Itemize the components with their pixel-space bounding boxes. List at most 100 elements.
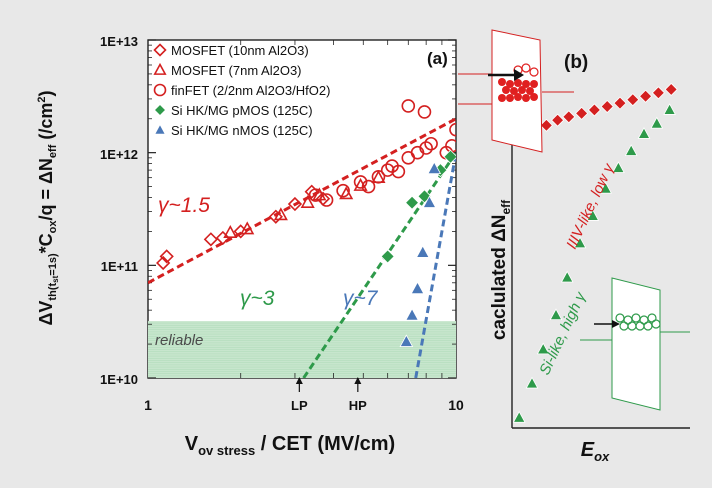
reliable-band-layer <box>148 321 456 378</box>
legend-marker-2 <box>153 83 167 97</box>
legend-marker-4 <box>154 123 166 135</box>
inset-high-gamma-arrow-head <box>612 320 620 328</box>
inset-low-trap <box>498 94 506 102</box>
data-point-s2 <box>319 193 334 207</box>
legend-marker-3 <box>153 103 167 117</box>
inset-low-gamma-arrow-head <box>514 69 524 81</box>
y-tick-label-1e13: 1E+13 <box>100 34 138 49</box>
annotation-iiiv-like: IIIV-like, low γ <box>563 160 618 252</box>
panel-b-point-s0 <box>664 82 678 96</box>
fit-line-2 <box>414 152 456 378</box>
data-point-s0 <box>215 230 230 246</box>
data-point-s1 <box>300 194 315 208</box>
data-point-s0 <box>287 196 303 212</box>
panel-b-point-s1 <box>512 410 526 423</box>
panel-b-point-s0 <box>639 89 653 103</box>
data-point-s3 <box>443 149 456 164</box>
legend-label-4: Si HK/MG nMOS (125C) <box>171 123 313 138</box>
panel-b-point-s0 <box>551 113 565 127</box>
data-point-s2 <box>417 105 432 119</box>
inset-low-trap <box>510 87 518 95</box>
panel-b-point-s1 <box>560 270 574 283</box>
data-point-s4 <box>405 307 419 321</box>
legend-label-2: finFET (2/2nm Al2O3/HfO2) <box>171 83 330 98</box>
marker-label-1: HP <box>349 398 367 413</box>
data-point-s4 <box>422 195 437 208</box>
inset-low-trap-open <box>521 63 531 73</box>
data-point-s2 <box>353 175 368 189</box>
data-point-s0 <box>268 209 283 224</box>
inset-low-gamma-traps <box>498 63 539 102</box>
legend-label-0: MOSFET (10nm Al2O3) <box>171 43 309 58</box>
panel-b-point-s1 <box>624 144 638 156</box>
inset-low-trap <box>522 80 530 88</box>
data-point-s1 <box>240 221 255 235</box>
x-tick-label-1: 1 <box>144 397 152 413</box>
inset-high-gamma-diagram <box>580 277 690 411</box>
x-axis-title: Vov stress / CET (MV/cm) <box>185 433 395 458</box>
data-point-s2 <box>401 99 416 113</box>
inset-high-trap <box>651 319 661 329</box>
reliable-band-label: reliable <box>155 332 203 349</box>
inset-high-gamma-traps <box>615 313 661 331</box>
inset-low-trap <box>502 86 510 94</box>
data-point-s2 <box>449 122 456 137</box>
data-point-s3 <box>404 195 420 210</box>
panel-b-point-s0 <box>587 103 601 117</box>
panel-b-point-s1 <box>612 161 625 173</box>
data-point-s0 <box>203 232 219 247</box>
gamma-7-annotation: γ~7 <box>343 287 379 310</box>
inset-low-trap-open <box>529 67 539 77</box>
data-point-s2 <box>308 188 323 202</box>
legend-label-1: MOSFET (7nm Al2O3) <box>171 63 302 78</box>
inset-low-trap <box>498 78 506 86</box>
panel-a-legend: MOSFET (10nm Al2O3) MOSFET (7nm Al2O3) fin… <box>153 43 330 138</box>
panel-b-point-s0 <box>562 110 576 124</box>
inset-low-trap <box>514 79 522 87</box>
panel-b-point-s1 <box>650 116 664 129</box>
panel-b-point-s1 <box>586 209 600 221</box>
data-point-s0 <box>233 224 248 239</box>
lp-hp-markers: LP HP <box>291 377 367 413</box>
gamma-3-annotation: γ~3 <box>240 287 275 310</box>
data-point-s4 <box>410 281 425 294</box>
x-tick-label-10: 10 <box>448 397 464 413</box>
data-point-s4 <box>399 334 414 347</box>
panel-a-label: (a) <box>427 49 448 68</box>
data-point-s2 <box>380 163 395 177</box>
data-point-s4 <box>427 161 442 175</box>
inset-low-trap <box>518 86 526 94</box>
legend-marker-0 <box>153 43 167 57</box>
inset-high-gamma-oxide <box>611 277 661 411</box>
data-point-s2 <box>361 179 376 194</box>
panel-b-point-s1 <box>663 103 676 115</box>
inset-low-gamma-diagram <box>458 29 574 153</box>
panel-b-point-s1 <box>536 342 550 355</box>
panel-b-point-s1 <box>549 308 563 321</box>
inset-low-trap <box>530 80 538 88</box>
fit-line-0 <box>148 117 456 285</box>
panel-b-point-s1 <box>525 376 539 389</box>
data-point-s2 <box>391 164 406 179</box>
marker-label-0: LP <box>291 398 308 413</box>
inset-low-trap <box>530 93 538 101</box>
gamma-1p5-annotation: γ~1.5 <box>158 194 210 217</box>
y-tick-label-1e10: 1E+10 <box>100 372 138 387</box>
panel-b-point-s0 <box>613 96 627 110</box>
data-point-s4 <box>415 245 430 258</box>
marker-arrow-head-1 <box>354 377 362 384</box>
panel-b-point-s0 <box>600 99 614 114</box>
panel-b-point-s0 <box>575 106 589 120</box>
panel-b-point-s0 <box>539 118 553 132</box>
data-point-s2 <box>336 183 350 198</box>
panel-b-y-axis-title: caclulated ΔNeff <box>489 199 513 340</box>
panel-b-point-s0 <box>626 93 640 107</box>
data-point-s3 <box>380 249 395 264</box>
inset-low-trap <box>514 93 522 101</box>
panel-b-point-s0 <box>651 86 665 100</box>
panel-b: (b) IIIV-like, low γ Si-like, high γ cac… <box>458 29 690 464</box>
y-axis-title: ΔVth(tst=1s)*Cox/q = ΔNeff (/cm2) <box>36 90 60 325</box>
y-tick-label-1e12: 1E+12 <box>100 147 138 162</box>
fit-line-1 <box>302 151 456 378</box>
